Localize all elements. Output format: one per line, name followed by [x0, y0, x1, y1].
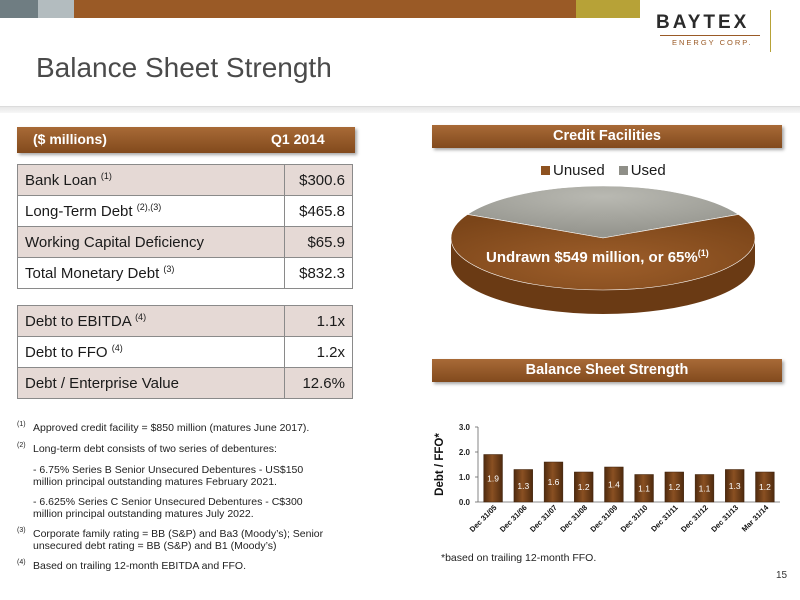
- page-title: Balance Sheet Strength: [36, 52, 332, 83]
- debt-table: Bank Loan (1) $300.6 Long-Term Debt (2),…: [17, 164, 353, 289]
- legend-swatch: [541, 166, 550, 175]
- bar: [694, 474, 715, 503]
- x-tick-label: Dec 31/05: [468, 503, 499, 534]
- table-row: Long-Term Debt (2),(3) $465.8: [17, 195, 353, 227]
- credit-facilities-header: Credit Facilities: [432, 125, 782, 148]
- row-value: 1.1x: [284, 305, 353, 337]
- bar: [513, 469, 533, 503]
- table-row: Debt to FFO (4) 1.2x: [17, 336, 353, 368]
- row-label: Working Capital Deficiency: [17, 226, 285, 258]
- bar-value-label: 1.9: [487, 473, 499, 483]
- x-tick-label: Dec 31/06: [498, 503, 529, 534]
- row-value: $465.8: [284, 195, 353, 227]
- bar: [664, 471, 684, 503]
- legend-label: Used: [630, 162, 666, 179]
- bar: [574, 471, 594, 503]
- x-tick-label: Dec 31/11: [649, 503, 680, 534]
- title-separator: [0, 106, 800, 113]
- y-tick-label: 0.0: [459, 498, 471, 507]
- x-tick-label: Mar 31/14: [740, 502, 771, 533]
- bar: [483, 454, 503, 503]
- y-axis-label: Debt / FFO*: [434, 433, 446, 496]
- row-label: Total Monetary Debt (3): [17, 257, 285, 289]
- ratio-table: Debt to EBITDA (4) 1.1x Debt to FFO (4) …: [17, 305, 353, 399]
- top-color-band: [0, 0, 640, 18]
- bar: [725, 469, 745, 503]
- row-value: 1.2x: [284, 336, 353, 368]
- y-tick-label: 2.0: [459, 448, 471, 457]
- bar: [604, 466, 624, 503]
- pie-legend: Unused Used: [541, 162, 666, 179]
- bar-value-label: 1.3: [729, 481, 741, 491]
- pie-slice-label: Undrawn $549 million, or 65%(1): [486, 248, 709, 266]
- logo-name: BAYTEX: [656, 12, 750, 33]
- bar-value-label: 1.2: [759, 482, 771, 492]
- logo-divider: [660, 35, 760, 36]
- x-tick-label: Dec 31/12: [679, 503, 710, 534]
- logo-accent-line: [770, 10, 771, 52]
- logo: [640, 0, 800, 60]
- debt-ffo-bar-chart: Debt / FFO* 0.0 1.0 2.0 3.0 1.9 Dec 31/05 1.3 De…: [434, 423, 780, 534]
- row-value: $300.6: [284, 164, 353, 196]
- table-row: Working Capital Deficiency $65.9: [17, 226, 353, 258]
- row-value: $65.9: [284, 226, 353, 258]
- bar-value-label: 1.2: [578, 482, 590, 492]
- table-row: Debt to EBITDA (4) 1.1x: [17, 305, 353, 337]
- bar-value-label: 1.6: [548, 477, 560, 487]
- balance-sheet-strength-header: Balance Sheet Strength: [432, 359, 782, 382]
- bar-value-label: 1.4: [608, 480, 620, 490]
- table-row: Total Monetary Debt (3) $832.3: [17, 257, 353, 289]
- bar-value-label: 1.1: [699, 483, 711, 493]
- bar-value-label: 1.1: [638, 483, 650, 493]
- page-number: 15: [776, 570, 788, 581]
- x-tick-label: Dec 31/13: [709, 503, 740, 534]
- legend-item-used: Used: [618, 162, 666, 179]
- row-label: Long-Term Debt (2),(3): [17, 195, 285, 227]
- row-value: $832.3: [284, 257, 353, 289]
- bar-value-label: 1.3: [517, 481, 529, 491]
- table-header: ($ millions) Q1 2014: [17, 127, 355, 153]
- table-header-period: Q1 2014: [271, 131, 325, 147]
- row-label: Debt to EBITDA (4): [17, 305, 285, 337]
- logo-subtitle: ENERGY CORP.: [672, 38, 753, 47]
- pie-side-wall: [451, 238, 755, 314]
- bar: [755, 471, 775, 503]
- row-value: 12.6%: [284, 367, 353, 399]
- legend-label: Unused: [553, 162, 605, 179]
- bar: [634, 474, 654, 503]
- x-tick-label: Dec 31/09: [588, 503, 619, 534]
- row-label: Debt to FFO (4): [17, 336, 285, 368]
- x-tick-label: Dec 31/08: [558, 503, 589, 534]
- pie-slice-unused: [450, 214, 756, 291]
- credit-pie-chart: [450, 185, 756, 314]
- x-tick-label: Dec 31/10: [619, 503, 650, 534]
- legend-item-unused: Unused: [541, 162, 605, 179]
- row-label: Debt / Enterprise Value: [17, 367, 285, 399]
- y-tick-label: 3.0: [459, 423, 471, 432]
- pie-slice-used: [466, 185, 740, 239]
- bar: [543, 461, 564, 503]
- chart-footnote: *based on trailing 12-month FFO.: [441, 552, 597, 564]
- row-label: Bank Loan (1): [17, 164, 285, 196]
- table-row: Bank Loan (1) $300.6: [17, 164, 353, 196]
- table-row: Debt / Enterprise Value 12.6%: [17, 367, 353, 399]
- table-header-units: ($ millions): [33, 131, 107, 147]
- legend-swatch: [618, 166, 628, 175]
- bar-value-label: 1.2: [668, 482, 680, 492]
- x-tick-label: Dec 31/07: [528, 503, 559, 534]
- y-tick-label: 1.0: [459, 473, 471, 482]
